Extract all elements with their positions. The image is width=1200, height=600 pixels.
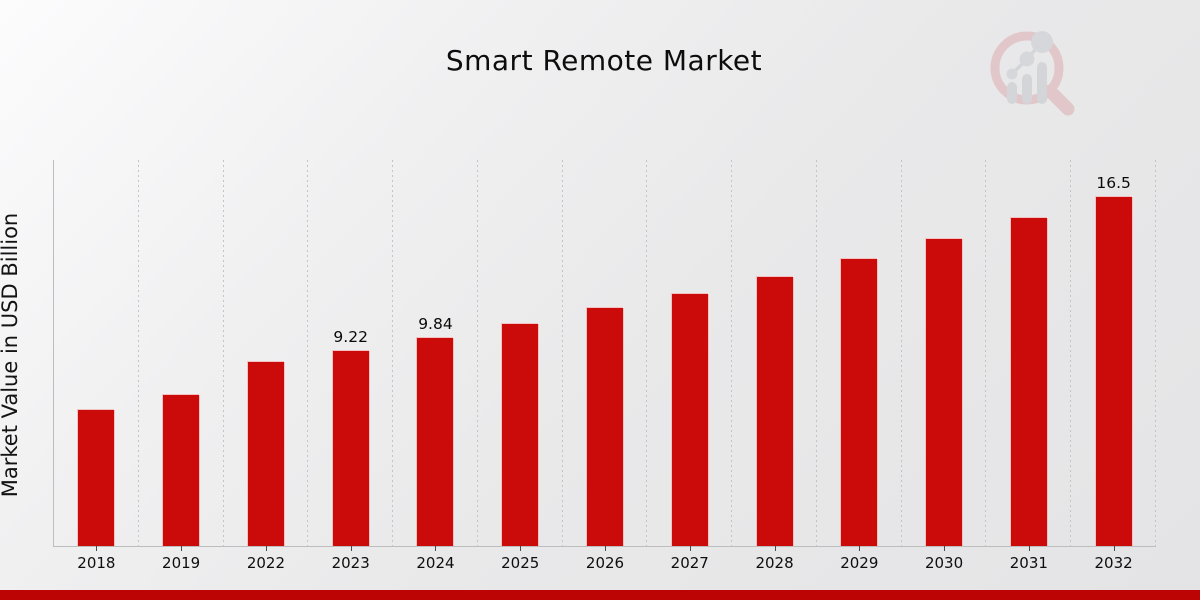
gridline	[985, 160, 986, 546]
x-tick-label-2032: 2032	[1094, 554, 1133, 572]
x-axis-tick	[1029, 546, 1030, 551]
bar-2030	[925, 238, 963, 546]
magnifier-bar-chart-logo-icon	[990, 31, 1075, 116]
data-label-2032: 16.5	[1096, 174, 1131, 192]
x-tick-label-2028: 2028	[755, 554, 794, 572]
bar-2027	[671, 293, 709, 546]
x-axis-tick	[605, 546, 606, 551]
data-label-2023: 9.22	[333, 328, 368, 346]
x-axis-tick	[266, 546, 267, 551]
x-axis-tick	[520, 546, 521, 551]
bar-2028	[756, 276, 794, 546]
plot-area: 2018 2019 2022 2023 9.22 2024 9.84 2025 2026 2027…	[53, 160, 1156, 572]
bar-2025	[501, 323, 539, 546]
x-tick-label-2022: 2022	[246, 554, 286, 572]
x-tick-label-2024: 2024	[416, 554, 455, 572]
bar-2018	[77, 409, 115, 546]
gridline	[392, 160, 393, 546]
x-axis-tick	[181, 546, 182, 551]
y-axis-label: Market Value in USD Billion	[0, 212, 22, 498]
x-tick-label-2026: 2026	[585, 554, 625, 572]
x-tick-label-2023: 2023	[331, 554, 370, 572]
bar-2024	[416, 337, 454, 546]
x-axis-tick	[775, 546, 776, 551]
x-tick-label-2025: 2025	[501, 554, 540, 572]
gridline	[562, 160, 563, 546]
x-tick-label-2027: 2027	[670, 554, 709, 572]
gridline	[223, 160, 224, 546]
gridline	[1155, 160, 1156, 546]
x-tick-label-2030: 2030	[924, 554, 964, 572]
gridline	[816, 160, 817, 546]
gridline	[477, 160, 478, 546]
x-axis-tick	[859, 546, 860, 551]
gridline	[646, 160, 647, 546]
gridline	[138, 160, 139, 546]
x-tick-label-2019: 2019	[162, 554, 201, 572]
x-axis-tick	[1114, 546, 1115, 551]
gridline	[901, 160, 902, 546]
chart-title: Smart Remote Market	[445, 44, 763, 77]
x-tick-label-2029: 2029	[840, 554, 879, 572]
data-label-2024: 9.84	[418, 315, 453, 333]
bar-2032	[1095, 196, 1133, 546]
x-tick-label-2031: 2031	[1009, 554, 1048, 572]
x-axis-tick	[944, 546, 945, 551]
x-axis-tick	[96, 546, 97, 551]
gridline	[307, 160, 308, 546]
bar-2026	[586, 307, 624, 546]
x-axis-tick	[435, 546, 436, 551]
gridline	[731, 160, 732, 546]
x-tick-label-2018: 2018	[77, 554, 116, 572]
x-axis-tick	[690, 546, 691, 551]
bar-2019	[162, 394, 200, 546]
bar-2029	[840, 258, 878, 546]
gridline	[1070, 160, 1071, 546]
bar-2023	[332, 350, 370, 546]
bar-2031	[1010, 217, 1048, 546]
footer-accent-bar	[0, 590, 1200, 600]
x-axis-tick	[351, 546, 352, 551]
bar-2022	[247, 361, 285, 546]
